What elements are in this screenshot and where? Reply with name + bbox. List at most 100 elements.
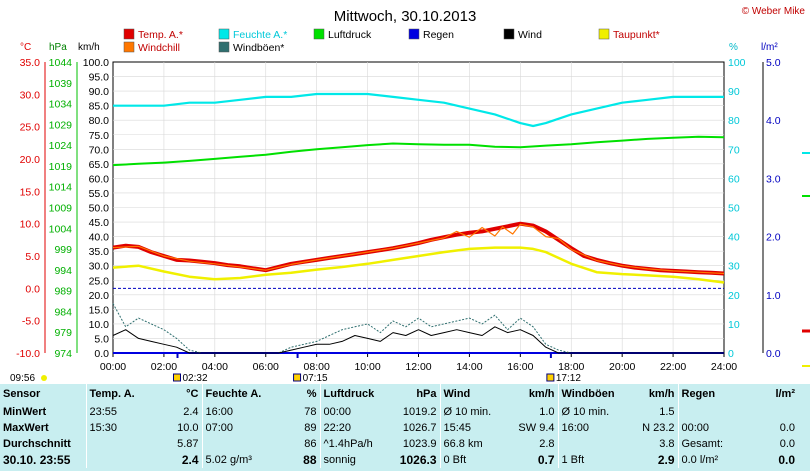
summary-cell: ^1.4hPa/h [319, 436, 386, 452]
unit-temp: °C [20, 42, 31, 53]
marker-label: 17:12 [556, 373, 581, 384]
humidity-tick-label: 60 [728, 173, 740, 185]
pressure-tick-label: 1034 [49, 99, 73, 111]
summary-cell [677, 404, 750, 420]
wind-tick-label: 100.0 [83, 57, 109, 69]
legend-label: Regen [423, 29, 454, 41]
grid-lines [113, 62, 724, 353]
rain-tick-label: 0.0 [766, 348, 781, 360]
summary-cell: 0.0 [778, 453, 795, 467]
x-tick-label: 02:00 [151, 361, 177, 373]
summary-panel: Sensor Temp. A. °C Feuchte A.% Luftdruck hPa W… [0, 384, 810, 471]
humidity-tick-label: 20 [728, 290, 740, 302]
summary-cell: 15:45 [439, 420, 502, 436]
astro-markers: 09:56 02:32 07:15 17:12 [10, 353, 581, 384]
summary-header-row: Sensor Temp. A. °C Feuchte A.% Luftdruck hPa W… [0, 384, 798, 404]
summary-cell: Regen [677, 384, 750, 404]
chart-title: Mittwoch, 30.10.2013 [334, 8, 477, 25]
pressure-tick-label: 1009 [49, 203, 73, 215]
wind-tick-label: 85.0 [89, 101, 110, 113]
wind-tick-label: 55.0 [89, 188, 110, 200]
series-wind [112, 326, 724, 354]
credit-text: © Weber Mike [742, 6, 806, 17]
axes: 35.0 30.0 25.0 20.0 15.0 10.0 5.0 0.0 -5.0 -10.0 1… [16, 57, 781, 373]
legend-label: Temp. A.* [138, 29, 183, 41]
summary-cell: Gesamt: [677, 436, 750, 452]
summary-cell: N 23.2 [642, 422, 675, 434]
summary-row-label: Durchschnitt [3, 438, 71, 450]
summary-cell: 3.8 [659, 438, 675, 450]
summary-row: MinWert 23:55 2.4 16:00 78 00:00 1019.2 Ø 10 mi… [0, 404, 798, 420]
summary-row-label: 30.10. 23:55 [3, 453, 71, 467]
summary-cell: Luftdruck [319, 384, 386, 404]
rain-tick-label: 2.0 [766, 232, 781, 244]
x-tick-label: 22:00 [660, 361, 686, 373]
marker-dot [41, 375, 47, 381]
x-tick-label: 10:00 [354, 361, 380, 373]
marker-label: 09:56 [10, 373, 35, 384]
summary-cell: 00:00 [677, 420, 750, 436]
x-tick-label: 14:00 [456, 361, 482, 373]
summary-cell: Windböen [557, 384, 622, 404]
summary-cell: 07:00 [201, 420, 280, 436]
summary-cell: hPa [416, 388, 437, 400]
legend-swatch [313, 28, 325, 40]
wind-tick-label: 70.0 [89, 144, 110, 156]
summary-cell: Wind [439, 384, 502, 404]
legend-swatch [598, 28, 610, 40]
wind-tick-label: 15.0 [89, 304, 110, 316]
temp-tick-label: 10.0 [20, 219, 41, 231]
summary-cell: 5.02 g/m³ [201, 452, 280, 468]
wind-tick-label: 45.0 [89, 217, 110, 229]
summary-cell: °C [186, 388, 199, 400]
wind-tick-label: 50.0 [89, 203, 110, 215]
summary-cell: Ø 10 min. [439, 404, 502, 420]
pressure-tick-label: 1044 [49, 57, 73, 69]
marker-icon [546, 373, 555, 382]
wind-tick-label: 40.0 [89, 232, 110, 244]
x-tick-label: 08:00 [304, 361, 330, 373]
x-tick-label: 24:00 [711, 361, 737, 373]
temp-tick-label: -10.0 [16, 348, 40, 360]
legend-label: Feuchte A.* [233, 29, 287, 41]
legend-label: Windchill [138, 42, 180, 54]
unit-wind: km/h [78, 42, 100, 53]
summary-cell: Temp. A. [85, 384, 152, 404]
pressure-tick-label: 994 [54, 265, 72, 277]
summary-cell: 1019.2 [402, 406, 437, 418]
pressure-tick-label: 1004 [49, 223, 73, 235]
x-tick-label: 04:00 [202, 361, 228, 373]
series-windchill [112, 223, 725, 275]
pressure-tick-label: 1024 [49, 140, 73, 152]
summary-cell: 86 [304, 438, 317, 450]
summary-cell: Ø 10 min. [557, 404, 622, 420]
humidity-tick-label: 90 [728, 86, 740, 98]
rain-tick-label: 5.0 [766, 57, 781, 69]
pressure-tick-label: 1029 [49, 119, 73, 131]
wind-tick-label: 95.0 [89, 72, 110, 84]
summary-row-label: Sensor [3, 388, 41, 400]
humidity-tick-label: 50 [728, 203, 740, 215]
summary-cell: % [306, 388, 317, 400]
pressure-tick-label: 999 [54, 244, 72, 256]
summary-cell: 23:55 [85, 404, 152, 420]
unit-pressure: hPa [49, 42, 67, 53]
x-tick-label: 00:00 [100, 361, 126, 373]
marker-label: 07:15 [303, 373, 328, 384]
rain-tick-label: 1.0 [766, 290, 781, 302]
pressure-tick-label: 1039 [49, 78, 73, 90]
rain-tick-label: 3.0 [766, 173, 781, 185]
summary-cell: 2.4 [183, 406, 199, 418]
series-luftdruck [112, 135, 725, 167]
legend-swatch [218, 41, 230, 53]
temp-tick-label: 0.0 [25, 283, 40, 295]
summary-cell: 10.0 [177, 422, 199, 434]
temp-tick-label: 20.0 [20, 154, 41, 166]
humidity-tick-label: 70 [728, 144, 740, 156]
marker-icon [293, 373, 302, 382]
x-tick-label: 12:00 [405, 361, 431, 373]
humidity-tick-label: 30 [728, 261, 740, 273]
temp-tick-label: -5.0 [22, 316, 40, 328]
wind-tick-label: 25.0 [89, 275, 110, 287]
summary-cell: 5.87 [177, 438, 199, 450]
